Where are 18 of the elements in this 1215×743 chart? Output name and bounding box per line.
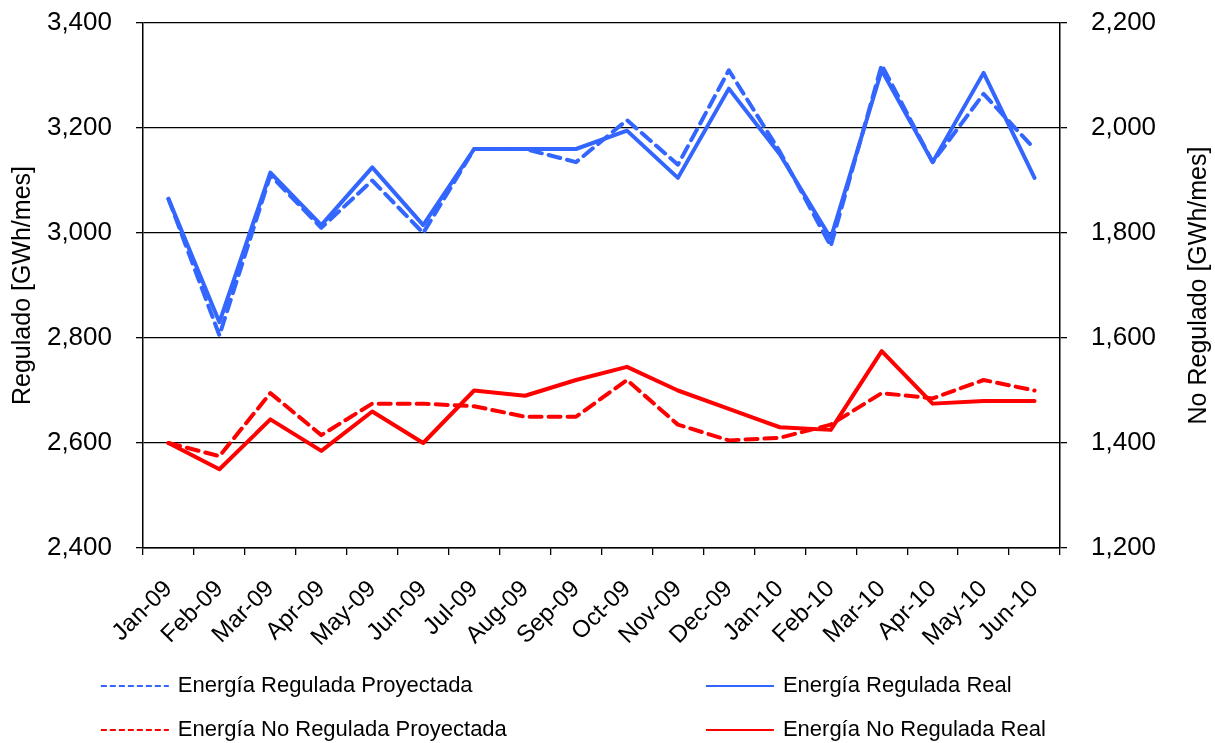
- y-tick-label: 3,200: [46, 111, 112, 142]
- legend-label: Energía No Regulada Real: [782, 716, 1046, 742]
- y2-tick-label: 1,800: [1091, 216, 1157, 247]
- legend-label: Energía No Regulada Proyectada: [177, 716, 508, 742]
- y-tick-label: 2,600: [46, 426, 112, 457]
- y-tick-label: 3,000: [46, 216, 112, 247]
- y-tick-label: 3,400: [46, 6, 112, 37]
- y2-tick-label: 2,000: [1091, 111, 1157, 142]
- y2-tick-label: 2,200: [1091, 6, 1157, 37]
- legend-label: Energía Regulada Real: [782, 672, 1012, 698]
- y2-tick-label: 1,600: [1091, 321, 1157, 352]
- y-tick-label: 2,800: [46, 321, 112, 352]
- y-axis-title: Regulado [GWh/mes]: [6, 166, 35, 405]
- legend-label: Energía Regulada Proyectada: [177, 672, 474, 698]
- y2-tick-label: 1,200: [1091, 531, 1157, 562]
- y2-axis-title: No Regulado [GWh/mes]: [1182, 146, 1211, 425]
- y2-tick-label: 1,400: [1091, 426, 1157, 457]
- y-tick-label: 2,400: [46, 531, 112, 562]
